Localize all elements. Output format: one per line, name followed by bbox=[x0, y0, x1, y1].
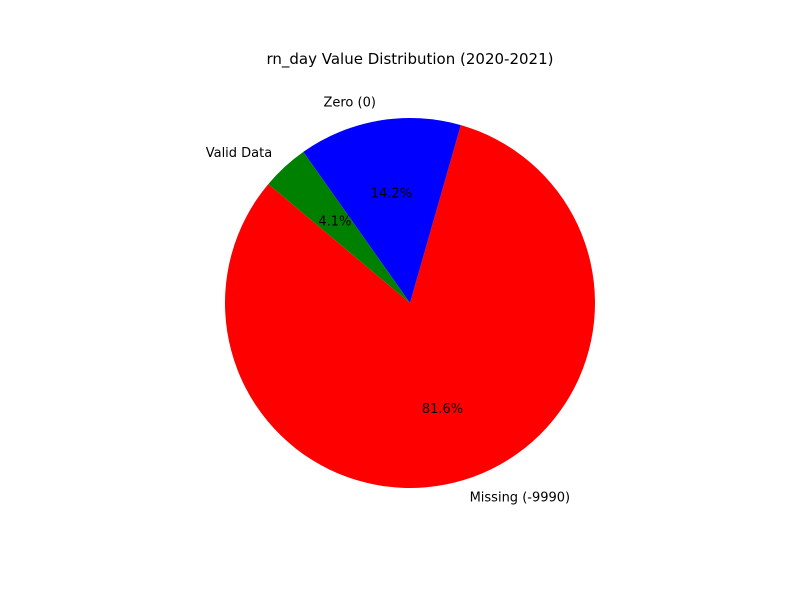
slice-percent-0: 81.6% bbox=[422, 402, 463, 417]
pie-slice-1 bbox=[303, 118, 461, 303]
pie-slice-2 bbox=[268, 151, 410, 303]
pie-slice-0 bbox=[224, 125, 595, 489]
slice-label-2: Valid Data bbox=[206, 146, 273, 161]
slice-label-1: Zero (0) bbox=[323, 95, 375, 110]
slice-label-0: Missing (-9990) bbox=[470, 491, 571, 506]
slice-percent-2: 4.1% bbox=[318, 214, 351, 229]
slice-percent-1: 14.2% bbox=[371, 187, 412, 202]
chart-title: rn_day Value Distribution (2020-2021) bbox=[267, 50, 554, 69]
